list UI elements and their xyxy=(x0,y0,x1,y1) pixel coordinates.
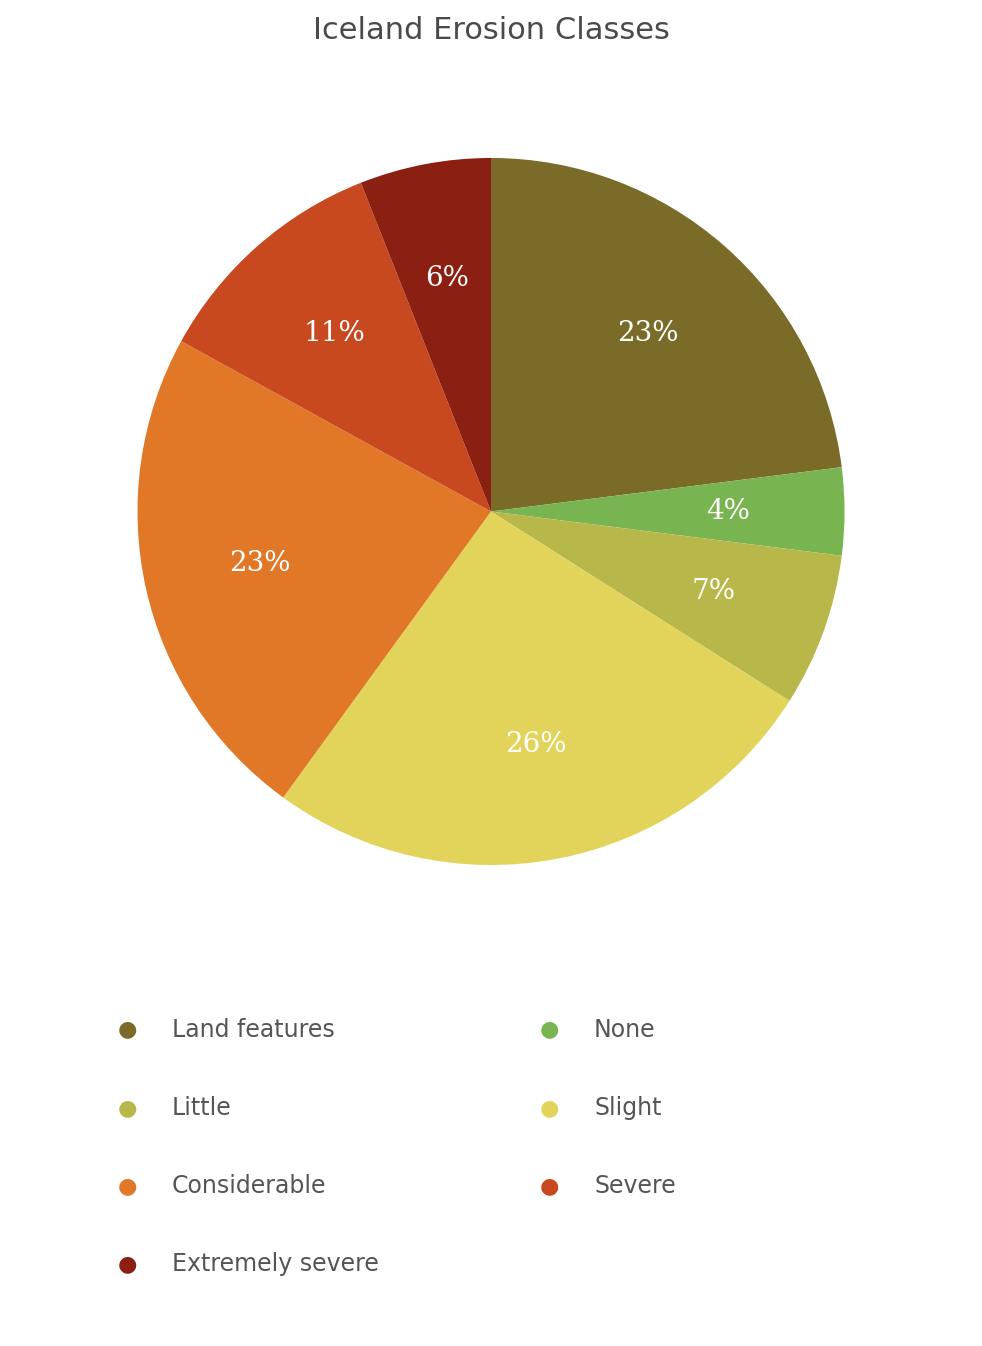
Text: ●: ● xyxy=(118,1098,137,1117)
Wedge shape xyxy=(491,467,845,556)
Text: Little: Little xyxy=(172,1096,232,1120)
Text: 6%: 6% xyxy=(424,265,468,292)
Wedge shape xyxy=(360,157,491,511)
Text: ●: ● xyxy=(540,1020,560,1039)
Text: 11%: 11% xyxy=(303,320,365,347)
Text: ●: ● xyxy=(118,1176,137,1195)
Text: 7%: 7% xyxy=(692,579,736,606)
Text: 23%: 23% xyxy=(229,549,291,576)
Text: ●: ● xyxy=(540,1098,560,1117)
Text: Extremely severe: Extremely severe xyxy=(172,1252,379,1276)
Text: ●: ● xyxy=(540,1176,560,1195)
Text: Land features: Land features xyxy=(172,1018,335,1042)
Wedge shape xyxy=(283,511,790,865)
Text: ●: ● xyxy=(118,1020,137,1039)
Wedge shape xyxy=(491,157,842,511)
Wedge shape xyxy=(182,183,491,511)
Text: ●: ● xyxy=(118,1254,137,1273)
Text: 26%: 26% xyxy=(505,731,567,758)
Text: Considerable: Considerable xyxy=(172,1174,326,1198)
Wedge shape xyxy=(137,341,491,797)
Text: Slight: Slight xyxy=(594,1096,662,1120)
Text: 23%: 23% xyxy=(617,320,679,347)
Text: None: None xyxy=(594,1018,656,1042)
Title: Iceland Erosion Classes: Iceland Erosion Classes xyxy=(312,16,670,44)
Wedge shape xyxy=(491,511,842,701)
Text: 4%: 4% xyxy=(706,498,750,525)
Text: Severe: Severe xyxy=(594,1174,676,1198)
